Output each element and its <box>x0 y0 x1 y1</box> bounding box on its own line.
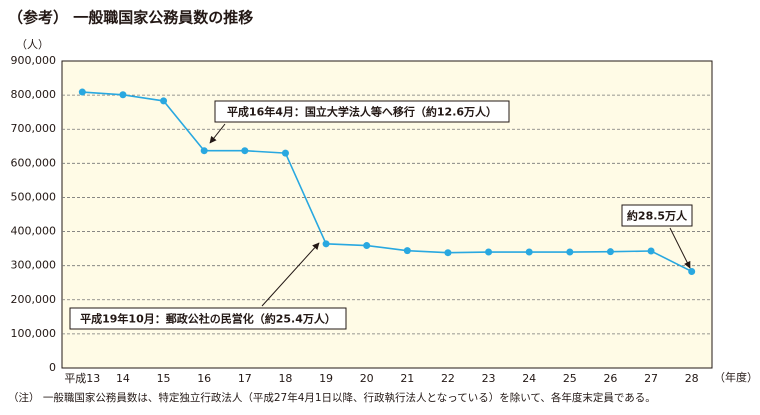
x-tick-label: 28 <box>685 372 699 385</box>
x-tick-label: 20 <box>360 372 374 385</box>
y-tick-label: 200,000 <box>11 293 57 306</box>
x-tick-label: 17 <box>238 372 252 385</box>
x-tick-label: 24 <box>522 372 536 385</box>
x-tick-label: 平成13 <box>64 372 100 385</box>
annotation-box <box>214 100 510 123</box>
x-tick-label: 23 <box>482 372 496 385</box>
data-point <box>363 242 371 250</box>
x-tick-label: 16 <box>197 372 211 385</box>
data-point <box>566 248 574 256</box>
annotation-text: 平成19年10月：郵政公社の民営化（約25.4万人） <box>80 312 336 326</box>
data-point <box>241 147 249 155</box>
data-point <box>606 248 614 256</box>
y-tick-label: 100,000 <box>11 327 57 340</box>
annotation-box <box>621 204 693 227</box>
data-point <box>444 249 452 257</box>
y-tick-label: 900,000 <box>11 54 57 67</box>
data-point <box>688 267 696 275</box>
x-tick-label: 22 <box>441 372 455 385</box>
x-tick-label: 26 <box>603 372 617 385</box>
x-tick-label: 25 <box>563 372 577 385</box>
y-tick-label: 300,000 <box>11 259 57 272</box>
data-point <box>647 247 655 255</box>
y-tick-label: 0 <box>49 361 56 374</box>
data-point <box>403 247 411 255</box>
annotation-text: 平成16年4月：国立大学法人等へ移行（約12.6万人） <box>227 105 497 119</box>
x-tick-label: 27 <box>644 372 658 385</box>
data-point <box>485 248 493 256</box>
y-tick-label: 600,000 <box>11 156 57 169</box>
annotation-arrow <box>669 227 691 269</box>
chart-title: （参考） 一般職国家公務員数の推移 <box>8 9 253 27</box>
y-tick-label: 800,000 <box>11 88 57 101</box>
note: （注） 一般職国家公務員数は、特定独立行政法人（平成27年4月1日以降、行政執行… <box>8 391 656 404</box>
annotation-text: 約28.5万人 <box>627 209 688 223</box>
y-tick-label: 500,000 <box>11 190 57 203</box>
annotation-box <box>69 307 347 330</box>
y-tick-label: 700,000 <box>11 122 57 135</box>
y-unit: （人） <box>16 38 49 51</box>
data-point <box>200 147 208 155</box>
x-unit: （年度） <box>714 370 758 384</box>
data-point <box>322 240 330 248</box>
x-tick-label: 21 <box>400 372 414 385</box>
x-tick-label: 18 <box>278 372 292 385</box>
x-tick-label: 19 <box>319 372 333 385</box>
data-point <box>119 91 127 99</box>
annotation-arrow <box>209 123 226 144</box>
annotation-arrow <box>261 242 320 307</box>
data-point <box>525 248 533 256</box>
y-tick-label: 400,000 <box>11 225 57 238</box>
data-line <box>82 91 693 273</box>
x-tick-label: 14 <box>116 372 130 385</box>
data-point <box>160 97 168 105</box>
data-point <box>78 88 86 96</box>
data-point <box>281 149 289 157</box>
x-tick-label: 15 <box>157 372 171 385</box>
